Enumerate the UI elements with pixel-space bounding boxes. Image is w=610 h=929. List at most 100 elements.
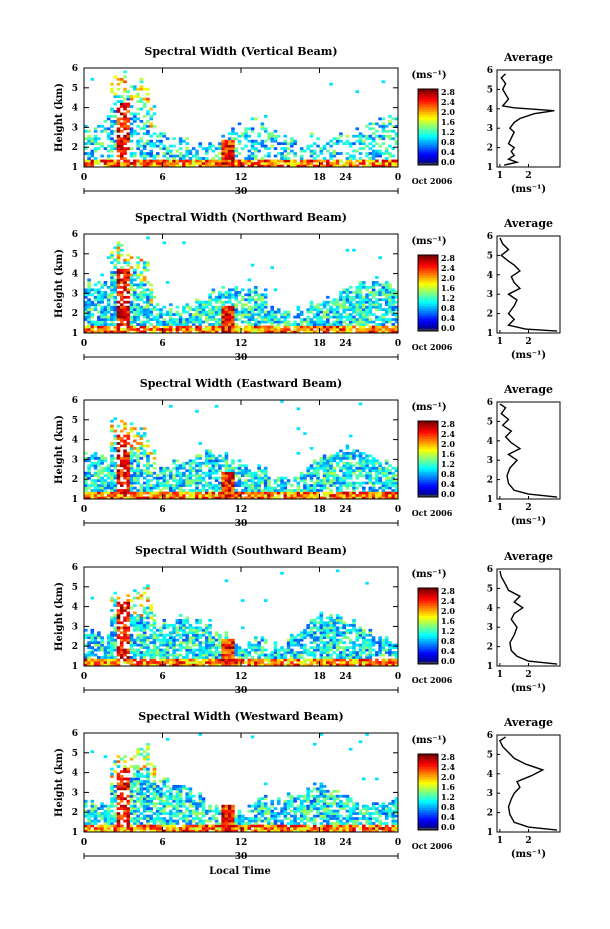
heatmap-cell: [365, 137, 369, 141]
heatmap-cell: [152, 496, 157, 500]
heatmap-cell: [146, 110, 150, 113]
heatmap-cell: [316, 159, 320, 163]
heatmap-cell: [368, 481, 373, 485]
heatmap-cell: [162, 479, 167, 482]
heatmap-cell: [169, 330, 173, 334]
heatmap-cell: [221, 484, 225, 487]
heatmap-cell: [316, 303, 320, 307]
heatmap-cell: [142, 144, 147, 148]
heatmap-cell: [214, 496, 219, 500]
heatmap-cell: [296, 451, 301, 455]
heatmap-cell: [263, 653, 268, 657]
heatmap-cell: [152, 663, 157, 667]
heatmap-cell: [312, 648, 317, 652]
heatmap-cell: [326, 636, 330, 640]
heatmap-cell: [100, 154, 104, 158]
heatmap-cell: [231, 318, 235, 321]
heatmap-cell: [195, 491, 199, 495]
heatmap-cell: [329, 491, 333, 495]
heatmap-cell: [322, 474, 327, 478]
heatmap-cell: [142, 266, 147, 269]
heatmap-cell: [90, 137, 95, 141]
heatmap-cell: [178, 628, 183, 632]
heatmap-cell: [267, 152, 271, 155]
heatmap-cell: [175, 638, 180, 642]
heatmap-cell: [162, 656, 167, 659]
heatmap-cell: [90, 496, 95, 500]
heatmap-cell: [119, 144, 124, 148]
heatmap-cell: [178, 137, 183, 141]
heatmap-cell: [221, 308, 225, 312]
heatmap-cell: [211, 330, 216, 334]
heatmap-cell: [139, 427, 144, 430]
heatmap-cell: [254, 142, 258, 146]
heatmap-cell: [116, 107, 121, 111]
heatmap-cell: [116, 308, 121, 312]
heatmap-cell: [329, 643, 333, 647]
heatmap-cell: [175, 330, 180, 334]
heatmap-cell: [139, 290, 144, 294]
heatmap-cell: [375, 149, 379, 153]
heatmap-cell: [276, 159, 281, 163]
heatmap-cell: [152, 471, 157, 475]
heatmap-cell: [329, 621, 333, 625]
heatmap-cell: [316, 318, 320, 321]
heatmap-cell: [365, 298, 369, 302]
heatmap-cell: [185, 661, 189, 664]
panel-1: Spectral Width (Northward Beam)Height (k…: [54, 211, 561, 363]
heatmap-cell: [110, 658, 114, 662]
heatmap-cell: [391, 496, 396, 500]
heatmap-cell: [175, 149, 180, 153]
heatmap-cell: [218, 641, 222, 645]
heatmap-cell: [234, 305, 239, 309]
heatmap-cell: [133, 305, 137, 309]
heatmap-cell: [116, 159, 121, 163]
heatmap-cell: [352, 305, 356, 309]
heatmap-cell: [142, 476, 147, 480]
heatmap-cell: [326, 661, 330, 664]
heatmap-cell: [326, 631, 330, 635]
heatmap-cell: [139, 308, 144, 312]
heatmap-cell: [227, 315, 232, 319]
heatmap-cell: [123, 476, 127, 480]
heatmap-cell: [293, 658, 297, 662]
heatmap-cell: [329, 616, 333, 620]
heatmap-cell: [97, 476, 101, 480]
heatmap-cell: [175, 469, 180, 473]
heatmap-cell: [133, 154, 137, 158]
heatmap-cell: [263, 648, 268, 652]
heatmap-cell: [146, 653, 150, 657]
heatmap-cell: [221, 149, 225, 153]
colorbar-swatch: [418, 257, 438, 261]
heatmap-cell: [169, 638, 173, 642]
heatmap-cell: [162, 484, 167, 487]
heatmap-cell: [362, 481, 366, 485]
heatmap-cell: [116, 268, 121, 272]
heatmap-cell: [286, 658, 291, 662]
heatmap-cell: [214, 663, 219, 667]
heatmap-cell: [103, 330, 108, 334]
heatmap-cell: [237, 476, 242, 480]
heatmap-cell: [201, 628, 206, 632]
heatmap-cell: [290, 489, 294, 492]
heatmap-cell: [378, 288, 382, 292]
heatmap-cell: [119, 330, 124, 334]
heatmap-cell: [208, 459, 212, 463]
heatmap-cell: [348, 631, 353, 635]
heatmap-cell: [267, 318, 271, 321]
heatmap-cell: [348, 308, 353, 312]
heatmap-cell: [276, 653, 281, 657]
heatmap-cell: [224, 315, 229, 319]
heatmap-cell: [273, 489, 278, 492]
heatmap-cell: [358, 137, 363, 141]
heatmap-cell: [283, 484, 288, 487]
heatmap-cell: [342, 164, 346, 168]
heatmap-cell: [123, 276, 127, 279]
heatmap-cell: [87, 323, 91, 326]
heatmap-cell: [149, 122, 153, 126]
heatmap-cell: [322, 494, 327, 497]
heatmap-cell: [319, 621, 324, 625]
heatmap-cell: [224, 471, 229, 475]
heatmap-cell: [113, 648, 118, 652]
heatmap-cell: [165, 626, 170, 630]
